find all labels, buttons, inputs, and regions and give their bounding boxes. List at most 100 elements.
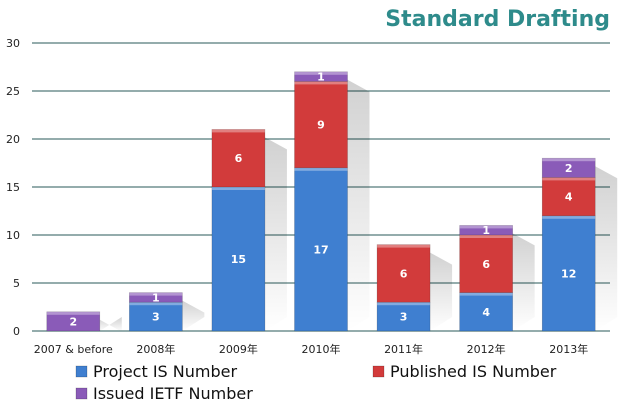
bar-value-label: 6	[482, 258, 490, 271]
bar-segment: 6	[459, 234, 513, 293]
bar-shadow	[595, 166, 618, 331]
bar-value-label: 17	[313, 243, 328, 256]
bar-value-label: 15	[231, 253, 246, 266]
x-tick-label: 2012年	[467, 342, 506, 356]
bar-rect	[211, 186, 266, 332]
bar-rect	[541, 157, 596, 178]
legend-label: Published IS Number	[390, 362, 557, 381]
bar-rect	[541, 177, 596, 217]
y-tick-label: 5	[13, 277, 20, 290]
bar-rect	[459, 292, 513, 332]
bar-value-label: 2	[565, 162, 573, 175]
bar-rect	[294, 81, 348, 169]
y-tick-label: 25	[6, 85, 20, 98]
bar-value-label: 12	[561, 267, 576, 280]
x-axis: 2007 & before 2008年 2009年 2010年 2011年 2012年 20…	[34, 342, 588, 356]
bar-segment: 1	[294, 71, 348, 84]
bar-segment: 3	[129, 301, 183, 332]
bar-bevel	[294, 71, 348, 75]
bar-value-label: 1	[317, 71, 325, 84]
legend-swatch	[75, 365, 88, 378]
bar-segment: 1	[459, 224, 513, 237]
bar-bevel	[459, 292, 513, 296]
bar-segment: 4	[541, 177, 596, 217]
bar-rect	[46, 311, 101, 332]
bar-value-label: 6	[235, 152, 243, 165]
bar-segment: 3	[376, 301, 431, 332]
y-tick-label: 30	[6, 37, 20, 50]
bar-bevel	[129, 302, 183, 306]
bar-shadow	[430, 252, 453, 331]
bar-bevel	[211, 187, 265, 190]
bar-shadow	[264, 137, 287, 331]
bar-segment: 6	[376, 244, 431, 303]
bar-segment: 17	[294, 167, 348, 332]
bar-bevel	[542, 215, 596, 219]
legend-label: Project IS Number	[93, 362, 237, 381]
bar-rect	[211, 129, 266, 188]
legend-item: Issued IETF Number	[75, 384, 253, 403]
legend-label: Issued IETF Number	[93, 384, 253, 403]
bar-bevel	[129, 292, 183, 296]
legend-item: Project IS Number	[75, 362, 237, 381]
bar-bevel	[377, 244, 431, 248]
bar-shadow	[512, 233, 535, 331]
bar-segment: 9	[294, 81, 348, 169]
x-tick-label: 2010年	[302, 342, 341, 356]
x-tick-label: 2013年	[549, 342, 588, 356]
bar-bevel	[211, 129, 265, 133]
y-axis: 0 5 10 15 20 25 30	[6, 37, 20, 338]
x-tick-label: 2007 & before	[34, 343, 113, 356]
bar-rect	[129, 292, 183, 303]
bar-rect	[459, 225, 513, 236]
bar-segment: 2	[46, 311, 101, 332]
bar-shadows	[99, 79, 618, 332]
bar-rect	[294, 71, 348, 82]
legend-item: Published IS Number	[372, 362, 557, 381]
bar-rect	[376, 301, 431, 332]
bar-rect	[129, 301, 183, 332]
bar-value-label: 6	[400, 267, 408, 280]
bar-segment: 2	[541, 157, 596, 178]
bar-value-label: 9	[317, 119, 325, 132]
bar-value-label: 3	[152, 311, 160, 324]
bar-segment: 6	[211, 129, 266, 188]
bar-value-label: 4	[565, 191, 573, 204]
y-tick-label: 20	[6, 133, 20, 146]
bar-rect	[294, 167, 348, 332]
bar-rect	[459, 234, 513, 293]
bar-segment: 12	[541, 215, 596, 332]
x-tick-label: 2011年	[384, 342, 423, 356]
bar-bevel	[377, 302, 431, 306]
bar-shadow	[99, 317, 122, 332]
bar-bevel	[459, 235, 513, 238]
bar-bevel	[542, 158, 596, 162]
bar-shadow	[182, 300, 205, 331]
chart-title: Standard Drafting	[385, 7, 610, 32]
x-tick-label: 2008年	[136, 342, 175, 356]
bar-bevel	[459, 225, 513, 229]
bar-bevel	[46, 311, 100, 315]
bar-value-label: 1	[482, 224, 490, 237]
bar-bevel	[294, 167, 348, 171]
bar-shadow	[347, 79, 370, 331]
bar-value-label: 1	[152, 291, 160, 304]
bar-bevel	[294, 81, 348, 85]
bar-value-label: 3	[400, 311, 408, 324]
y-tick-label: 15	[6, 181, 20, 194]
legend-swatch	[372, 365, 385, 378]
y-tick-label: 0	[13, 325, 20, 338]
y-tick-label: 10	[6, 229, 20, 242]
bar-value-label: 2	[69, 315, 77, 328]
bar-segment: 4	[459, 292, 513, 332]
bar-bevel	[542, 177, 596, 181]
legend: Project IS Number Published IS Number Issu…	[75, 362, 557, 403]
legend-swatch	[75, 387, 88, 400]
bars: 2 3 1 15 6 17 9 1 3 6 4 6 1 12 4 2	[46, 71, 596, 332]
bar-segment: 15	[211, 186, 266, 332]
bar-segment: 1	[129, 291, 183, 304]
x-tick-label: 2009年	[219, 342, 258, 356]
bar-rect	[541, 215, 596, 332]
